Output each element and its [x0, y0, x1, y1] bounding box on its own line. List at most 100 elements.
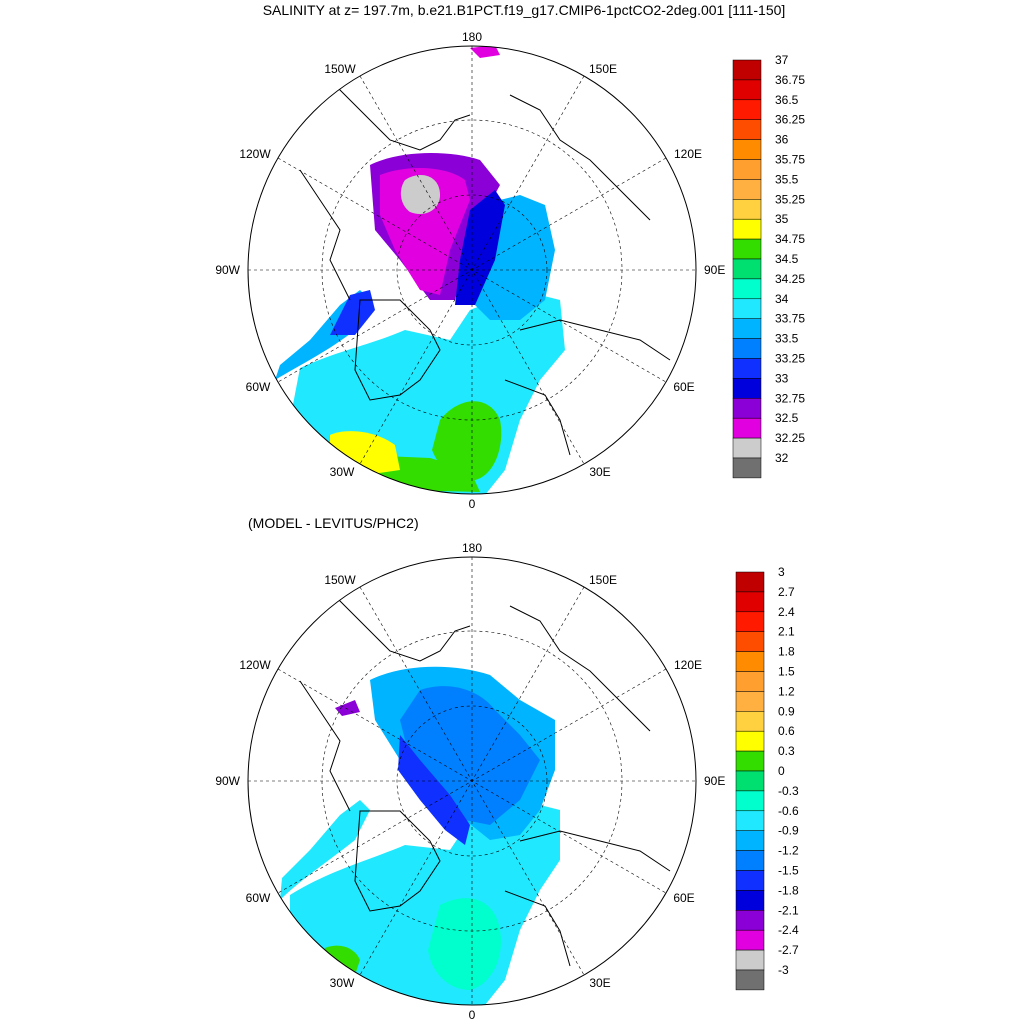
label-30w-b: 30W	[330, 976, 355, 990]
colorbar-swatch	[735, 830, 765, 851]
colorbar-swatch	[732, 318, 762, 339]
colorbar-tick-label: 35	[775, 212, 789, 226]
colorbar-tick-label: 33	[775, 371, 789, 385]
colorbar-swatch	[735, 591, 765, 613]
colorbar-tick-label: 36	[775, 133, 789, 147]
colorbar-tick-label: 1.8	[778, 645, 795, 659]
salinity-field-baffin	[330, 290, 375, 335]
salinity-field-canada-blue	[455, 190, 505, 305]
colorbar-tick-label: 33.5	[775, 332, 799, 346]
colorbar-swatch	[735, 611, 765, 632]
colorbar-swatch	[735, 651, 765, 672]
colorbar-swatch	[732, 378, 762, 399]
colorbar-swatch	[732, 199, 762, 220]
label-30w: 30W	[330, 465, 355, 479]
coastlines-bottom	[299, 590, 671, 967]
colorbar-tick-label: 34	[775, 292, 789, 306]
colorbar-swatch	[735, 949, 765, 971]
diff-field-turquoise	[428, 898, 501, 990]
colorbar-swatch	[732, 398, 762, 419]
salinity-map: 180 0 90W 90E 150W 120W 150E 120E 60W 30…	[215, 30, 725, 511]
colorbar-tick-label: -3	[778, 963, 789, 977]
colorbar-tick-label: 0.6	[778, 724, 795, 738]
colorbar-swatch	[735, 890, 765, 911]
colorbar-tick-label: 32.75	[775, 391, 805, 405]
colorbar-tick-label: 34.75	[775, 232, 805, 246]
colorbar-tick-label: -2.7	[778, 943, 799, 957]
colorbar-bottom: 3 2.7 2.4 2.1 1.8 1.5 1.2 0.9 0.6 0.3 0 -0.3 -0.6 -0.…	[735, 565, 799, 991]
colorbar-swatch	[732, 298, 762, 319]
colorbar-tick-label: -0.3	[778, 784, 799, 798]
colorbar-tick-label: 33.75	[775, 312, 805, 326]
salinity-field-beaufort-gray	[400, 175, 440, 215]
colorbar-tick-label: 36.75	[775, 73, 805, 87]
label-60e: 60E	[673, 380, 694, 394]
colorbar-tick-label: 36.5	[775, 93, 799, 107]
label-60w-b: 60W	[246, 891, 271, 905]
label-120w-b: 120W	[239, 658, 271, 672]
colorbar-top: 37 36.75 36.5 36.25 36 35.75 35.5 35.25 35 34.75 3…	[732, 53, 805, 479]
colorbar-tick-label: -2.1	[778, 903, 799, 917]
colorbar-swatch	[735, 790, 765, 812]
label-right: 90E	[704, 263, 725, 277]
colorbar-tick-label: 35.5	[775, 172, 799, 186]
colorbar-tick-label: 0	[778, 764, 785, 778]
label-right-b: 90E	[704, 774, 725, 788]
colorbar-tick-label: -1.8	[778, 883, 799, 897]
colorbar-tick-label: 34.25	[775, 272, 805, 286]
colorbar-swatch	[732, 79, 762, 101]
figure-subtitle: (MODEL - LEVITUS/PHC2)	[248, 515, 419, 531]
label-left: 90W	[215, 263, 240, 277]
label-left-b: 90W	[215, 774, 240, 788]
salinity-field-bering	[470, 46, 500, 58]
label-150e-b: 150E	[589, 573, 617, 587]
colorbar-tick-label: 33.25	[775, 352, 805, 366]
colorbar-tick-label: 37	[775, 53, 789, 67]
label-120e: 120E	[674, 147, 702, 161]
label-60e-b: 60E	[673, 891, 694, 905]
colorbar-swatch	[735, 691, 765, 712]
colorbar-swatch	[735, 969, 765, 991]
label-top: 180	[462, 30, 482, 44]
colorbar-swatch	[732, 457, 762, 479]
colorbar-tick-label: 35.25	[775, 192, 805, 206]
colorbar-swatch	[735, 910, 765, 931]
colorbar-swatch	[732, 59, 762, 81]
colorbar-tick-label: 1.5	[778, 665, 795, 679]
map-labels-bottom: 180 0 90W 90E 150W 120W 150E 120E 60W 30…	[215, 541, 725, 1022]
colorbar-tick-label: -2.4	[778, 923, 799, 937]
label-150w-b: 150W	[324, 573, 356, 587]
colorbar-tick-label: 2.7	[778, 585, 795, 599]
colorbar-tick-label: 32.5	[775, 411, 799, 425]
map-labels: 180 0 90W 90E 150W 120W 150E 120E 60W 30…	[215, 30, 725, 511]
colorbar-tick-label: 1.2	[778, 684, 795, 698]
coastlines	[299, 79, 671, 456]
colorbar-swatch	[735, 850, 765, 871]
colorbar-swatch	[735, 810, 765, 831]
label-120e-b: 120E	[674, 658, 702, 672]
colorbar-tick-label: 32	[775, 451, 789, 465]
salinity-field-green	[432, 401, 502, 481]
colorbar-swatch	[735, 730, 765, 752]
diff-field-labrador	[280, 800, 370, 900]
colorbar-tick-label: 2.4	[778, 605, 795, 619]
label-30e: 30E	[589, 465, 610, 479]
colorbar-swatch	[735, 711, 765, 732]
colorbar-swatch	[732, 278, 762, 300]
colorbar-tick-label: 34.5	[775, 252, 799, 266]
figure-title: SALINITY at z= 197.7m, b.e21.B1PCT.f19_g…	[263, 2, 786, 18]
colorbar-swatch	[732, 139, 762, 160]
colorbar-swatch	[732, 258, 762, 280]
colorbar-swatch	[732, 358, 762, 379]
colorbar-tick-label: 3	[778, 565, 785, 579]
colorbar-swatch	[732, 159, 762, 180]
colorbar-tick-label: 36.25	[775, 113, 805, 127]
diff-field-arctic-dark	[398, 735, 470, 845]
label-150w: 150W	[324, 62, 356, 76]
colorbar-swatch	[732, 417, 762, 439]
colorbar-swatch	[735, 770, 765, 792]
graticule-bottom	[248, 557, 696, 1005]
colorbar-tick-label: 32.25	[775, 431, 805, 445]
diff-field-arctic-mid	[400, 686, 540, 825]
